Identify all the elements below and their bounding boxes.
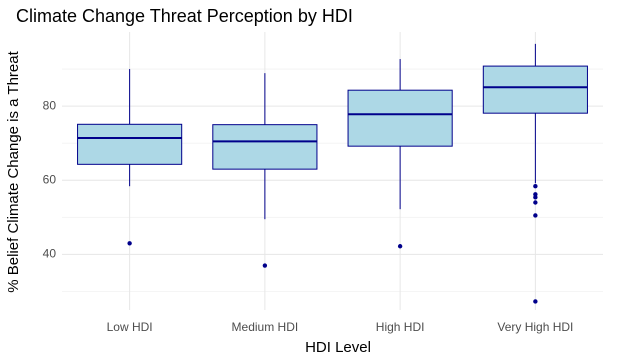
y-tick-label: 40 bbox=[43, 247, 57, 261]
x-tick-label: High HDI bbox=[376, 320, 425, 334]
outlier bbox=[262, 263, 268, 268]
box bbox=[212, 124, 318, 170]
outlier bbox=[533, 299, 538, 304]
x-tick-label: Medium HDI bbox=[232, 320, 299, 334]
outlier bbox=[533, 213, 538, 218]
box bbox=[482, 65, 588, 114]
box bbox=[347, 89, 453, 147]
x-axis-title: HDI Level bbox=[305, 339, 371, 356]
outlier bbox=[127, 241, 132, 246]
x-tick-label: Very High HDI bbox=[497, 320, 573, 334]
outlier bbox=[533, 200, 538, 205]
chart-title: Climate Change Threat Perception by HDI bbox=[16, 6, 353, 26]
y-axis-title: % Belief Climate Change is a Threat bbox=[5, 50, 22, 292]
box bbox=[77, 123, 183, 165]
outlier bbox=[397, 244, 403, 249]
x-tick-label: Low HDI bbox=[107, 320, 153, 334]
y-tick-label: 80 bbox=[43, 98, 57, 112]
outlier bbox=[533, 195, 538, 200]
y-tick-label: 60 bbox=[43, 172, 57, 186]
outlier bbox=[533, 183, 538, 189]
